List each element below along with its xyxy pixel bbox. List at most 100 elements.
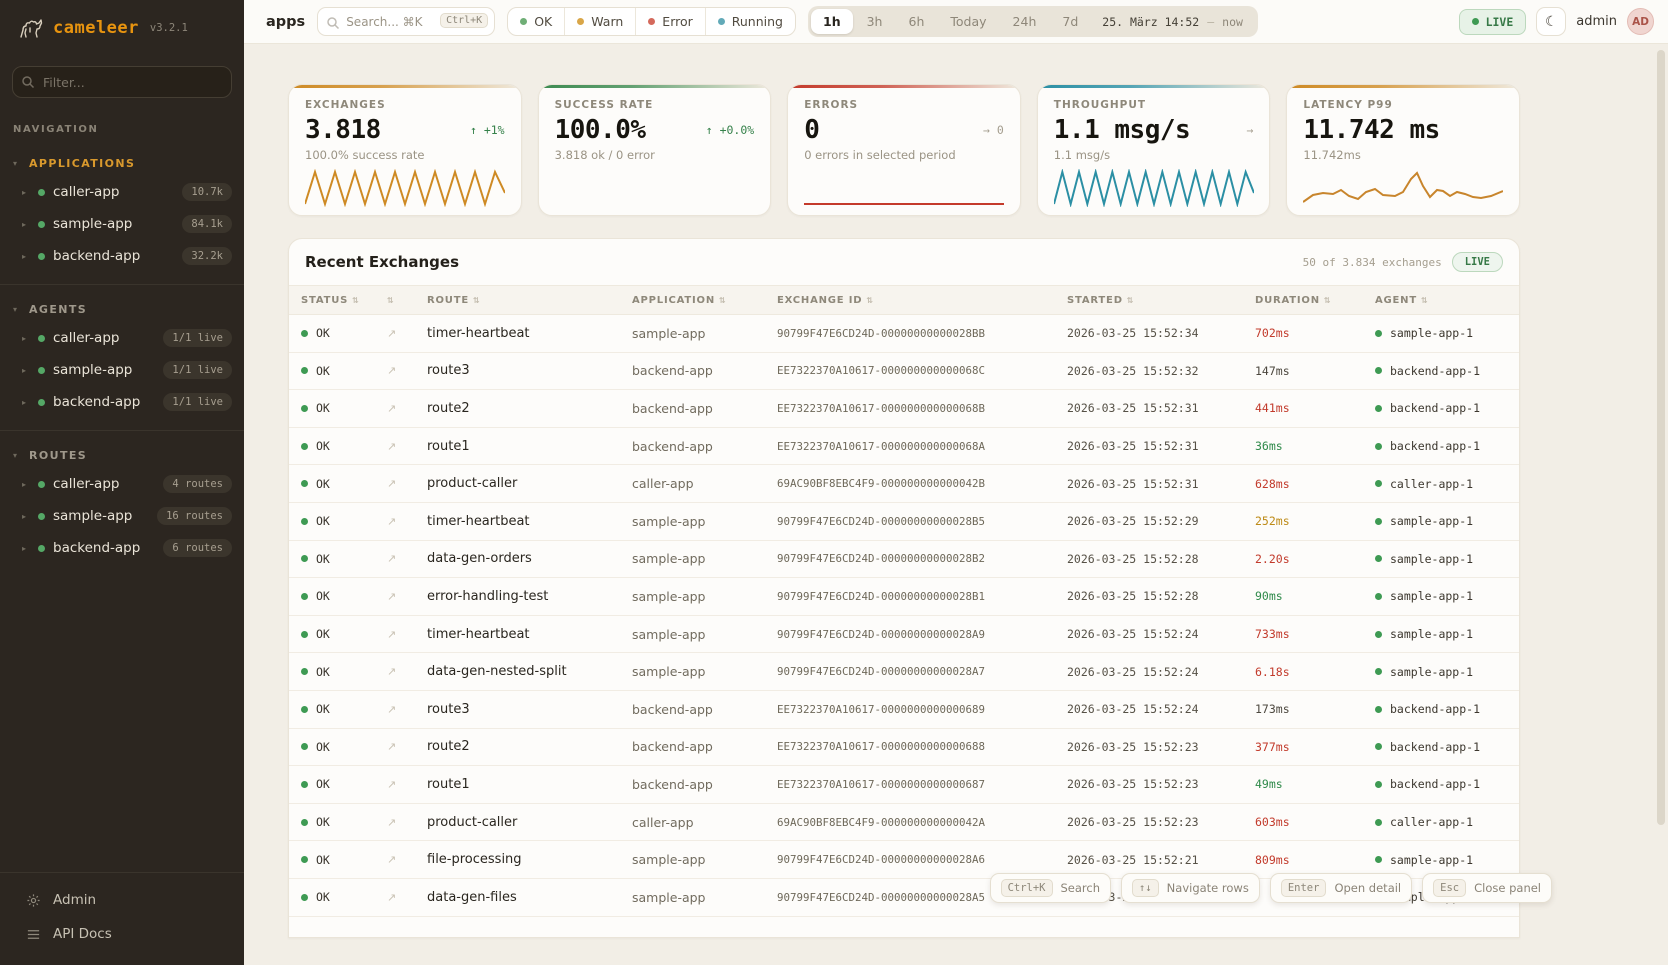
column-header-started[interactable]: STARTED ⇅ (1067, 295, 1255, 306)
ok-dot-icon (301, 780, 308, 788)
column-header-action[interactable]: ⇅ (387, 296, 427, 305)
table-row[interactable]: OK ↗ file-processing sample-app 90799F47E6CD… (289, 841, 1519, 879)
section-header-routes[interactable]: ▾ ROUTES (0, 441, 244, 468)
table-row[interactable]: OK ↗ data-gen-orders sample-app 90799F47E6CD… (289, 541, 1519, 579)
open-detail-icon[interactable]: ↗ (387, 552, 397, 566)
open-detail-icon[interactable]: ↗ (387, 326, 397, 340)
sidebar-item-caller-app[interactable]: ▸ caller-app 4 routes (0, 468, 244, 500)
column-header-route[interactable]: ROUTE ⇅ (427, 295, 632, 306)
ok-dot-icon (301, 856, 308, 864)
table-row[interactable]: OK ↗ timer-heartbeat sample-app 90799F47E6CD… (289, 616, 1519, 654)
table-row[interactable]: OK ↗ route1 backend-app EE7322370A10617-0000… (289, 428, 1519, 466)
column-header-agent[interactable]: AGENT ⇅ (1375, 295, 1507, 306)
table-row[interactable]: OK ↗ product-caller caller-app 69AC90BF8EBC4… (289, 804, 1519, 842)
open-detail-icon[interactable]: ↗ (387, 401, 397, 415)
sidebar-item-label: caller-app (53, 330, 120, 346)
table-row[interactable]: OK ↗ timer-heartbeat sample-app 90799F47E6CD… (289, 315, 1519, 353)
sidebar-item-caller-app[interactable]: ▸ caller-app 1/1 live (0, 322, 244, 354)
sidebar-item-sample-app[interactable]: ▸ sample-app 16 routes (0, 500, 244, 532)
sidebar-item-sample-app[interactable]: ▸ sample-app 84.1k (0, 208, 244, 240)
exchange-id-cell: EE7322370A10617-0000000000000689 (777, 702, 986, 716)
column-header-exchange-id[interactable]: EXCHANGE ID ⇅ (777, 295, 1067, 306)
column-label: STARTED (1067, 294, 1123, 306)
card-accent-bar (538, 85, 771, 88)
sidebar-item-caller-app[interactable]: ▸ caller-app 10.7k (0, 176, 244, 208)
status-filter-running[interactable]: Running (704, 8, 795, 35)
open-detail-icon[interactable]: ↗ (387, 665, 397, 679)
date-range-separator: — (1207, 14, 1215, 29)
time-range-6h[interactable]: 6h (897, 9, 937, 34)
card-title: EXCHANGES (305, 99, 386, 111)
status-label: OK (316, 514, 330, 529)
status-filter-ok[interactable]: OK (508, 8, 564, 35)
open-detail-icon[interactable]: ↗ (387, 740, 397, 754)
table-row[interactable]: OK ↗ timer-heartbeat sample-app 90799F47E6CD… (289, 503, 1519, 541)
open-detail-icon[interactable]: ↗ (387, 514, 397, 528)
time-range-1h[interactable]: 1h (811, 9, 853, 34)
scrollbar[interactable] (1657, 50, 1665, 825)
filter-input[interactable] (12, 66, 232, 98)
search-box: Ctrl+K (317, 7, 496, 36)
open-detail-icon[interactable]: ↗ (387, 477, 397, 491)
sidebar-item-sample-app[interactable]: ▸ sample-app 1/1 live (0, 354, 244, 386)
time-range-3h[interactable]: 3h (855, 9, 895, 34)
chevron-right-icon: ▸ (22, 333, 27, 343)
open-detail-icon[interactable]: ↗ (387, 627, 397, 641)
application-cell: sample-app (632, 551, 706, 567)
exchange-id-cell: EE7322370A10617-0000000000000688 (777, 740, 986, 754)
sort-icon: ⇅ (1126, 295, 1135, 305)
avatar[interactable]: AD (1627, 8, 1654, 35)
card-value: 11.742 ms (1303, 115, 1440, 145)
time-range-7d[interactable]: 7d (1050, 9, 1090, 34)
application-cell: sample-app (632, 325, 706, 341)
started-cell: 2026-03-25 15:52:29 (1067, 514, 1199, 529)
table-row[interactable]: OK ↗ data-gen-nested-split sample-app 90799F… (289, 653, 1519, 691)
chevron-right-icon: ▸ (22, 479, 27, 489)
exchange-id-cell: 69AC90BF8EBC4F9-000000000000042A (777, 815, 986, 829)
sidebar-item-backend-app[interactable]: ▸ backend-app 32.2k (0, 240, 244, 272)
table-row[interactable]: OK ↗ route1 backend-app EE7322370A10617-0000… (289, 766, 1519, 804)
status-filter-error[interactable]: Error (635, 8, 704, 35)
column-header-application[interactable]: APPLICATION ⇅ (632, 295, 777, 306)
column-header-duration[interactable]: DURATION ⇅ (1255, 295, 1375, 306)
table-row[interactable]: OK ↗ error-handling-test sample-app 90799F47… (289, 578, 1519, 616)
card-subtitle: 1.1 msg/s (1053, 148, 1111, 162)
column-header-status[interactable]: STATUS ⇅ (301, 295, 387, 306)
open-detail-icon[interactable]: ↗ (387, 890, 397, 904)
open-detail-icon[interactable]: ↗ (387, 815, 397, 829)
table-row[interactable]: OK ↗ route2 backend-app EE7322370A10617-0000… (289, 390, 1519, 428)
sidebar-item-backend-app[interactable]: ▸ backend-app 6 routes (0, 532, 244, 564)
section-header-agents[interactable]: ▾ AGENTS (0, 295, 244, 322)
application-cell: caller-app (632, 476, 694, 492)
table-row[interactable]: OK ↗ route3 backend-app EE7322370A10617-0000… (289, 353, 1519, 391)
section-header-applications[interactable]: ▾ APPLICATIONS (0, 149, 244, 176)
date-range[interactable]: 25. März 14:52 — now (1092, 15, 1255, 29)
card-value-row: 1.1 msg/s → (1054, 115, 1254, 145)
table-row[interactable]: OK ↗ route3 backend-app EE7322370A10617-0000… (289, 691, 1519, 729)
open-detail-icon[interactable]: ↗ (387, 702, 397, 716)
brand-name: cameleer (53, 18, 139, 38)
status-filter-warn[interactable]: Warn (564, 8, 635, 35)
topbar: apps Ctrl+K OK Warn Error Running 1h3h6hTod… (244, 0, 1668, 44)
time-range-24h[interactable]: 24h (1001, 9, 1049, 34)
application-cell: sample-app (632, 513, 706, 529)
footer-item-api-docs[interactable]: API Docs (0, 917, 244, 951)
open-detail-icon[interactable]: ↗ (387, 364, 397, 378)
application-cell: backend-app (632, 701, 713, 717)
agent-dot-icon (1375, 668, 1382, 676)
live-button[interactable]: LIVE (1458, 8, 1527, 35)
open-detail-icon[interactable]: ↗ (387, 589, 397, 603)
card-title: THROUGHPUT (1053, 99, 1147, 111)
open-detail-icon[interactable]: ↗ (387, 439, 397, 453)
open-detail-icon[interactable]: ↗ (387, 853, 397, 867)
status-label: OK (316, 401, 330, 416)
sidebar-item-badge: 1/1 live (163, 393, 232, 411)
dark-mode-toggle[interactable]: ☾ (1536, 7, 1567, 36)
time-range-today[interactable]: Today (938, 9, 998, 34)
footer-item-admin[interactable]: Admin (0, 883, 244, 917)
open-detail-icon[interactable]: ↗ (387, 777, 397, 791)
table-row[interactable]: OK ↗ product-caller caller-app 69AC90BF8EBC4… (289, 465, 1519, 503)
status-dot-icon (577, 18, 585, 25)
table-row[interactable]: OK ↗ route2 backend-app EE7322370A10617-0000… (289, 729, 1519, 767)
sidebar-item-backend-app[interactable]: ▸ backend-app 1/1 live (0, 386, 244, 418)
